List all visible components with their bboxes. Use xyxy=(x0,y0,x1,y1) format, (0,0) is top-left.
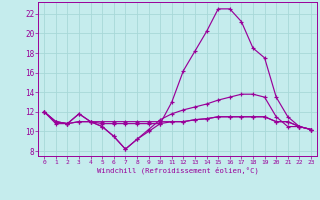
X-axis label: Windchill (Refroidissement éolien,°C): Windchill (Refroidissement éolien,°C) xyxy=(97,167,259,174)
